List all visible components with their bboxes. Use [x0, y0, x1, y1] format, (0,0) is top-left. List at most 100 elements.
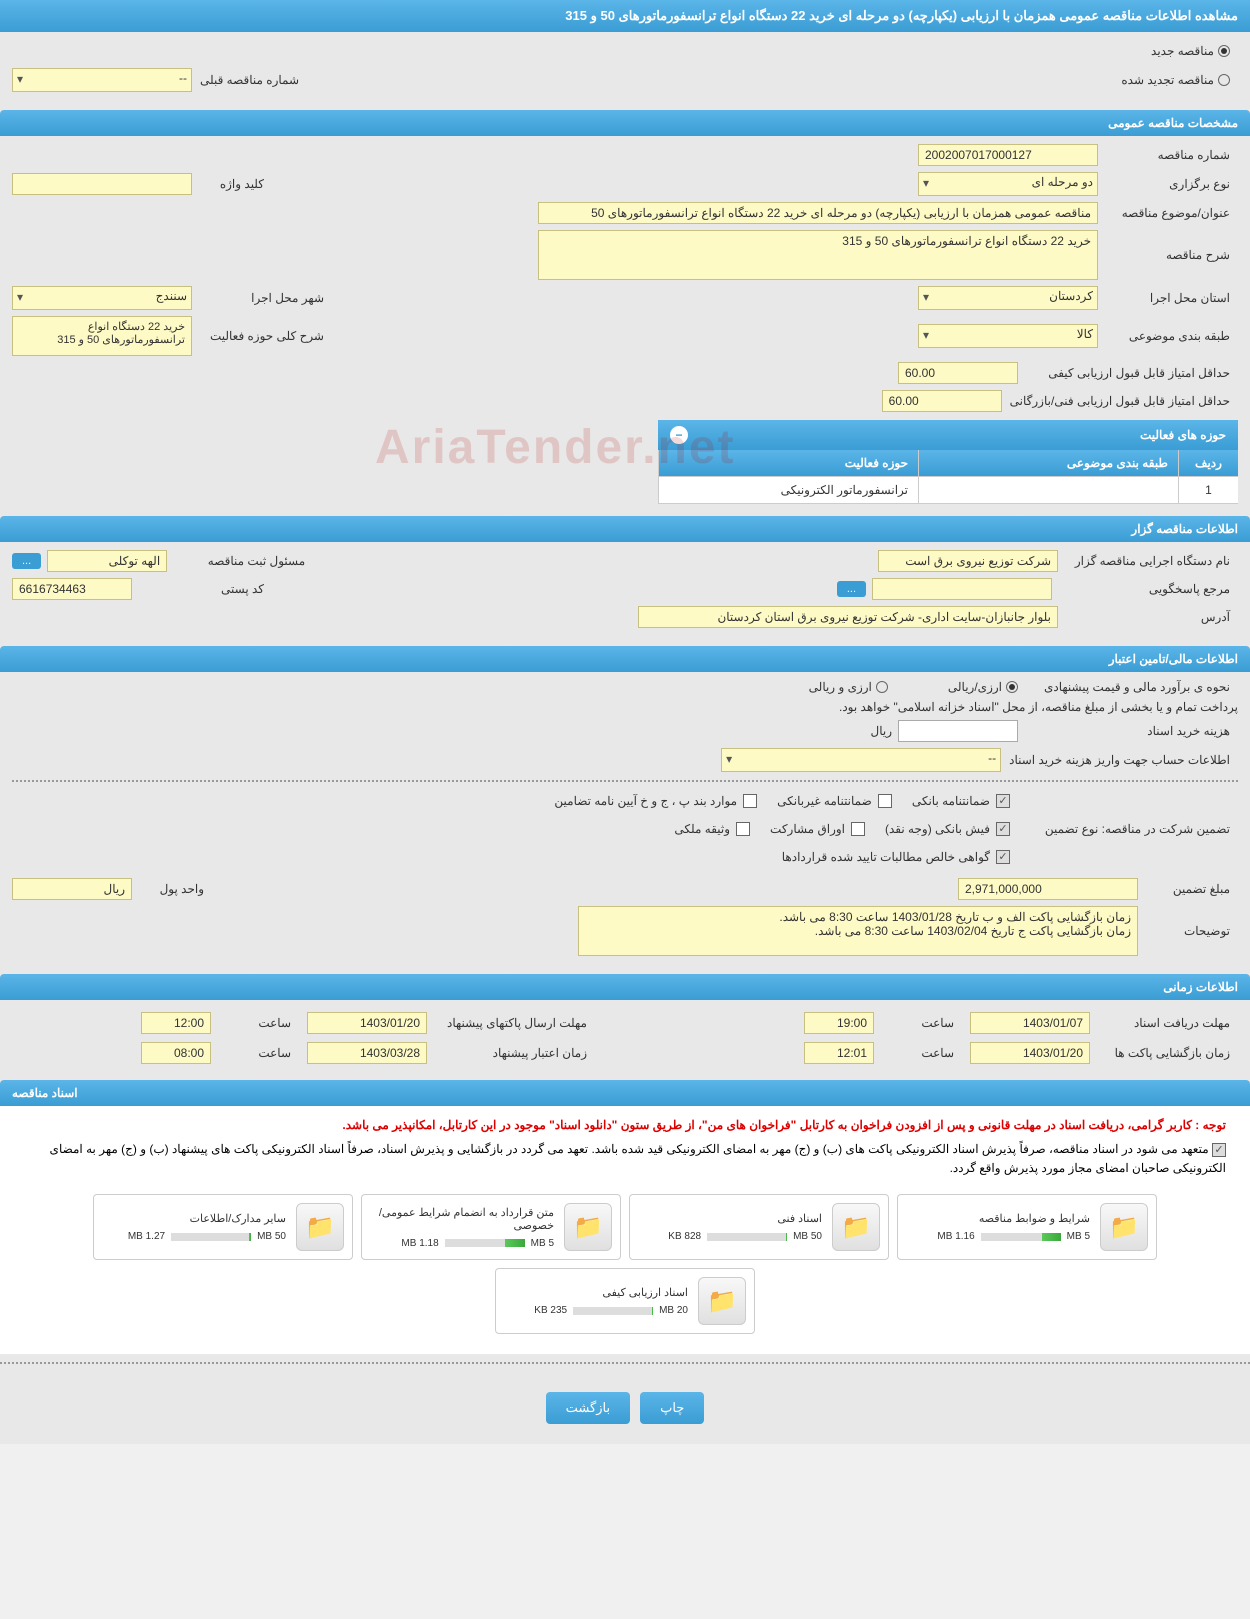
radio-new[interactable] [1218, 45, 1230, 57]
radio-currency-label: ارزی و ریالی [809, 680, 872, 694]
send-deadline-label: مهلت ارسال پاکتهای پیشنهاد [435, 1016, 595, 1030]
send-time-field: 12:00 [141, 1012, 211, 1034]
page-title: مشاهده اطلاعات مناقصه عمومی همزمان با ار… [0, 0, 1250, 32]
chk-property-label: وثیقه ملکی [674, 822, 730, 836]
keyword-label: کلید واژه [192, 177, 272, 191]
money-unit-field: ریال [12, 878, 132, 900]
desc-field[interactable]: خرید 22 دستگاه انواع ترانسفورماتورهای 50… [538, 230, 1098, 280]
folder-icon: 📁 [832, 1203, 880, 1251]
activity-cell-scope: ترانسفورماتور الکترونیکی [658, 477, 918, 503]
estimate-label: نحوه ی برآورد مالی و قیمت پیشنهادی [1018, 680, 1238, 694]
divider-bottom [0, 1362, 1250, 1364]
activity-table: حوزه های فعالیت − ردیف طبقه بندی موضوعی … [658, 420, 1238, 504]
time-label-3: ساعت [882, 1046, 962, 1060]
respond-more-btn[interactable]: ... [837, 581, 866, 597]
postal-label: کد پستی [132, 582, 272, 596]
subject-field[interactable]: مناقصه عمومی همزمان با ارزیابی (یکپارچه)… [538, 202, 1098, 224]
doc-cost-label: هزینه خرید اسناد [1018, 724, 1238, 738]
city-select[interactable]: سنندج [12, 286, 192, 310]
radio-renewed[interactable] [1218, 74, 1230, 86]
section-general-header: مشخصات مناقصه عمومی [0, 110, 1250, 136]
address-field[interactable]: بلوار جانبازان-سایت اداری- شرکت توزیع نی… [638, 606, 1058, 628]
keyword-field[interactable] [12, 173, 192, 195]
doc-title: اسناد فنی [638, 1212, 822, 1225]
doc-used: 1.18 MB [401, 1238, 438, 1249]
activity-title: حوزه های فعالیت [1140, 428, 1226, 442]
category-label: طبقه بندی موضوعی [1098, 329, 1238, 343]
province-select[interactable]: کردستان [918, 286, 1098, 310]
docs-note-black-text: متعهد می شود در اسناد مناقصه، صرفاً پذیر… [50, 1142, 1226, 1175]
activity-th-scope: حوزه فعالیت [658, 450, 918, 476]
doc-title: شرایط و ضوابط مناقصه [906, 1212, 1090, 1225]
category-select[interactable]: کالا [918, 324, 1098, 348]
activity-th-row: ردیف [1178, 450, 1238, 476]
back-button[interactable]: بازگشت [546, 1392, 630, 1424]
subject-label: عنوان/موضوع مناقصه [1098, 206, 1238, 220]
doc-title: متن قرارداد به انضمام شرایط عمومی/خصوصی [370, 1206, 554, 1232]
print-button[interactable]: چاپ [640, 1392, 704, 1424]
respond-field[interactable] [872, 578, 1052, 600]
responsible-field: الهه توکلی [47, 550, 167, 572]
scope-desc-label: شرح کلی حوزه فعالیت [192, 329, 332, 343]
section-docs-header: اسناد مناقصه [0, 1080, 1250, 1106]
validity-date-field: 1403/03/28 [307, 1042, 427, 1064]
documents-grid: 📁 شرایط و ضوابط مناقصه 5 MB 1.16 MB 📁 اس… [12, 1182, 1238, 1346]
chk-nonbank[interactable] [878, 794, 892, 808]
collapse-icon[interactable]: − [670, 426, 688, 444]
time-label-1: ساعت [882, 1016, 962, 1030]
scope-desc-field[interactable]: خرید 22 دستگاه انواع ترانسفورماتورهای 50… [12, 316, 192, 356]
responsible-label: مسئول ثبت مناقصه [173, 554, 313, 568]
open-time-field: 12:01 [804, 1042, 874, 1064]
responsible-more-btn[interactable]: ... [12, 553, 41, 569]
doc-total: 20 MB [659, 1305, 688, 1316]
hold-type-select[interactable]: دو مرحله ای [918, 172, 1098, 196]
doc-used: 1.16 MB [937, 1231, 974, 1242]
desc-label: شرح مناقصه [1098, 248, 1238, 262]
money-unit-label: واحد پول [132, 882, 212, 896]
docs-note-black: متعهد می شود در اسناد مناقصه، صرفاً پذیر… [12, 1136, 1238, 1182]
city-label: شهر محل اجرا [192, 291, 332, 305]
doc-total: 50 MB [257, 1231, 286, 1242]
address-label: آدرس [1058, 610, 1238, 624]
radio-currency[interactable] [876, 681, 888, 693]
doc-cost-unit: ریال [864, 724, 898, 738]
account-select[interactable]: -- [721, 748, 1001, 772]
document-card[interactable]: 📁 شرایط و ضوابط مناقصه 5 MB 1.16 MB [897, 1194, 1157, 1260]
doc-total: 50 MB [793, 1231, 822, 1242]
validity-label: زمان اعتبار پیشنهاد [435, 1046, 595, 1060]
account-label: اطلاعات حساب جهت واریز هزینه خرید اسناد [1001, 753, 1238, 767]
tender-number-label: شماره مناقصه [1098, 148, 1238, 162]
respond-label: مرجع پاسخگویی [1058, 582, 1238, 596]
doc-bar [171, 1233, 251, 1241]
min-tech-field[interactable]: 60.00 [882, 390, 1002, 412]
tender-number-field: 2002007017000127 [918, 144, 1098, 166]
receive-deadline-label: مهلت دریافت اسناد [1098, 1016, 1238, 1030]
chk-bank[interactable] [996, 794, 1010, 808]
doc-bar [445, 1239, 525, 1247]
org-label: نام دستگاه اجرایی مناقصه گزار [1058, 554, 1238, 568]
min-quality-label: حداقل امتیاز قابل قبول ارزیابی کیفی [1018, 366, 1238, 380]
chk-receivables[interactable] [996, 850, 1010, 864]
folder-icon: 📁 [296, 1203, 344, 1251]
guarantee-amount-field[interactable]: 2,971,000,000 [958, 878, 1138, 900]
time-label-4: ساعت [219, 1046, 299, 1060]
province-label: استان محل اجرا [1098, 291, 1238, 305]
guarantee-type-label: تضمین شرکت در مناقصه: نوع تضمین [1018, 822, 1238, 836]
min-quality-field[interactable]: 60.00 [898, 362, 1018, 384]
document-card[interactable]: 📁 اسناد ارزیابی کیفی 20 MB 235 KB [495, 1268, 755, 1334]
chk-fish[interactable] [996, 822, 1010, 836]
document-card[interactable]: 📁 سایر مدارک/اطلاعات 50 MB 1.27 MB [93, 1194, 353, 1260]
chk-bpjk[interactable] [743, 794, 757, 808]
prev-number-label: شماره مناقصه قبلی [200, 73, 299, 87]
doc-title: سایر مدارک/اطلاعات [102, 1212, 286, 1225]
document-card[interactable]: 📁 متن قرارداد به انضمام شرایط عمومی/خصوص… [361, 1194, 621, 1260]
document-card[interactable]: 📁 اسناد فنی 50 MB 828 KB [629, 1194, 889, 1260]
chk-property[interactable] [736, 822, 750, 836]
notes-field[interactable]: زمان بازگشایی پاکت الف و ب تاریخ 1403/01… [578, 906, 1138, 956]
radio-rial[interactable] [1006, 681, 1018, 693]
prev-number-select[interactable]: -- [12, 68, 192, 92]
chk-securities[interactable] [851, 822, 865, 836]
radio-new-label: مناقصه جدید [1151, 44, 1214, 58]
docs-commit-chk [1212, 1143, 1226, 1157]
doc-cost-field[interactable] [898, 720, 1018, 742]
